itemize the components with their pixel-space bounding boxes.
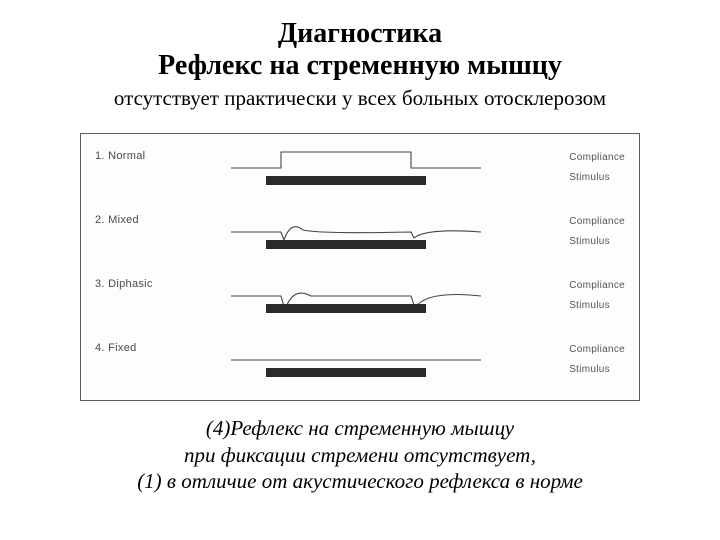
title-line-2: Рефлекс на стременную мышцу [158, 50, 562, 81]
caption-line-1: (4)Рефлекс на стременную мышцу [206, 416, 514, 440]
waveform-fixed [231, 340, 481, 366]
reflex-figure: 1. Normal Compliance Stimulus 2. Mixed C… [80, 133, 640, 401]
title-block: Диагностика Рефлекс на стременную мышцу [0, 0, 720, 82]
caption-line-3: (1) в отличие от акустического рефлекса … [137, 469, 583, 493]
right-labels-3: Compliance Stimulus [569, 276, 625, 316]
compliance-label-1: Compliance [569, 148, 625, 168]
page-title: Диагностика Рефлекс на стременную мышцу [0, 18, 720, 82]
stimulus-label-4: Stimulus [569, 360, 625, 380]
waveform-mixed [231, 212, 481, 242]
row-normal: 1. Normal Compliance Stimulus [81, 146, 639, 202]
title-line-1: Диагностика [278, 18, 442, 49]
stimulus-bar-1 [266, 176, 426, 185]
row-mixed: 2. Mixed Compliance Stimulus [81, 210, 639, 266]
row-label-4: 4. Fixed [95, 342, 137, 354]
row-diphasic: 3. Diphasic Compliance Stimulus [81, 274, 639, 330]
compliance-label-2: Compliance [569, 212, 625, 232]
stimulus-bar-3 [266, 304, 426, 313]
right-labels-1: Compliance Stimulus [569, 148, 625, 188]
row-label-1: 1. Normal [95, 150, 145, 162]
stimulus-label-2: Stimulus [569, 232, 625, 252]
waveform-path-1 [231, 152, 481, 168]
waveform-path-2 [231, 227, 481, 240]
row-label-2: 2. Mixed [95, 214, 139, 226]
stimulus-label-3: Stimulus [569, 296, 625, 316]
stimulus-label-1: Stimulus [569, 168, 625, 188]
stimulus-bar-4 [266, 368, 426, 377]
right-labels-4: Compliance Stimulus [569, 340, 625, 380]
compliance-label-3: Compliance [569, 276, 625, 296]
right-labels-2: Compliance Stimulus [569, 212, 625, 252]
subtitle: отсутствует практически у всех больных о… [0, 86, 720, 111]
row-label-3: 3. Diphasic [95, 278, 153, 290]
waveform-normal [231, 148, 481, 174]
row-fixed: 4. Fixed Compliance Stimulus [81, 338, 639, 394]
caption-line-2: при фиксации стремени отсутствует, [184, 443, 536, 467]
stimulus-bar-2 [266, 240, 426, 249]
figure-caption: (4)Рефлекс на стременную мышцу при фикса… [0, 415, 720, 494]
compliance-label-4: Compliance [569, 340, 625, 360]
